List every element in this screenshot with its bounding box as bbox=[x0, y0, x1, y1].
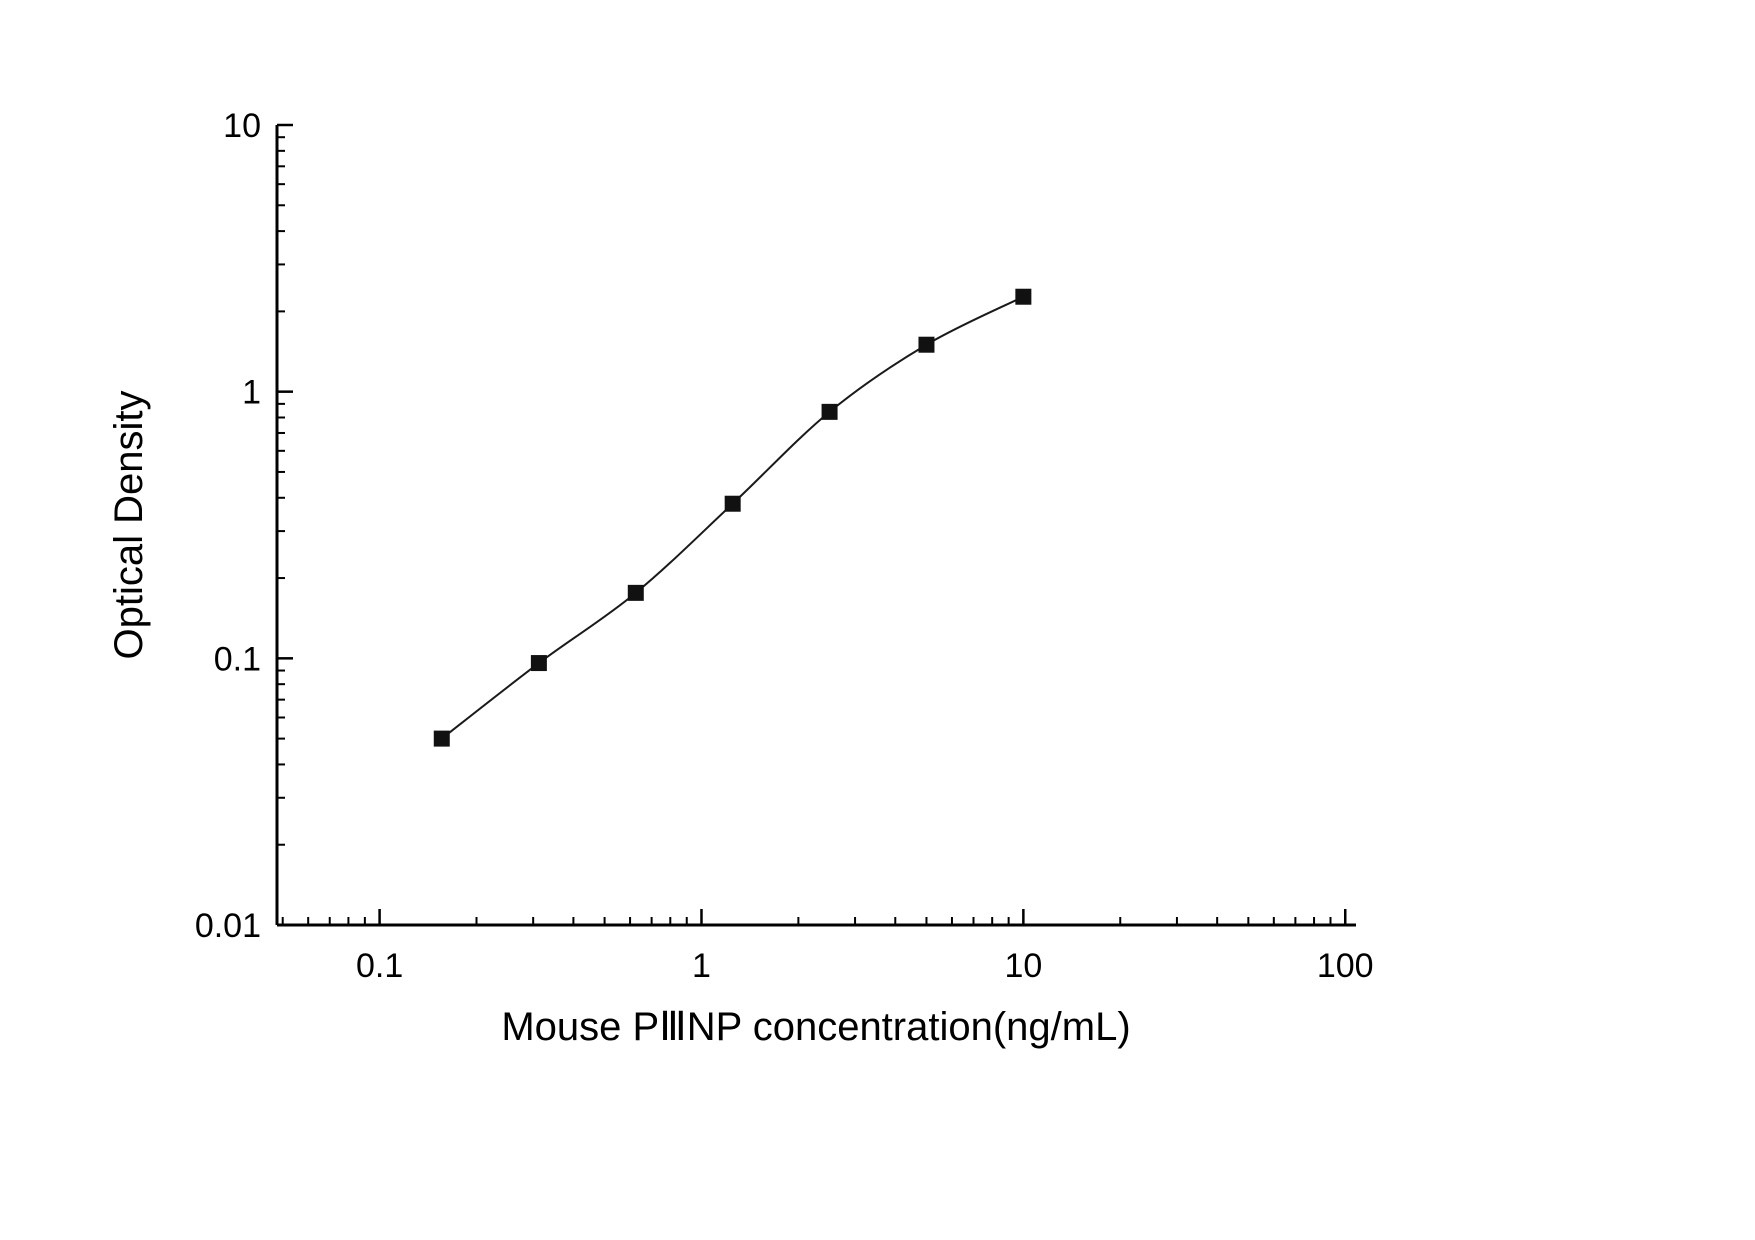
tick-labels-layer: 0.1 1 10 100 0.01 0.1 1 10 bbox=[195, 107, 1374, 985]
data-point-marker bbox=[530, 655, 547, 672]
x-tick-label: 0.1 bbox=[356, 947, 403, 985]
y-tick-label: 0.01 bbox=[195, 907, 261, 945]
data-point-marker bbox=[724, 495, 741, 512]
data-point-marker bbox=[821, 403, 838, 420]
y-tick-label: 0.1 bbox=[214, 640, 261, 678]
x-tick-label: 10 bbox=[1004, 947, 1042, 985]
x-axis-title: Mouse PⅢNP concentration(ng/mL) bbox=[501, 1005, 1130, 1049]
axes-layer bbox=[275, 125, 1356, 927]
data-point-marker bbox=[433, 730, 450, 747]
x-tick-label: 1 bbox=[692, 947, 711, 985]
y-axis-title: Optical Density bbox=[107, 391, 151, 660]
ticks-layer bbox=[277, 123, 1347, 927]
series-curve bbox=[441, 295, 1024, 740]
y-tick-label: 1 bbox=[242, 374, 261, 412]
y-tick-label: 10 bbox=[223, 107, 261, 145]
plot-layer bbox=[433, 288, 1032, 747]
data-point-marker bbox=[918, 336, 935, 353]
data-point-marker bbox=[627, 584, 644, 601]
x-tick-label: 100 bbox=[1317, 947, 1374, 985]
data-point-marker bbox=[1015, 288, 1032, 305]
